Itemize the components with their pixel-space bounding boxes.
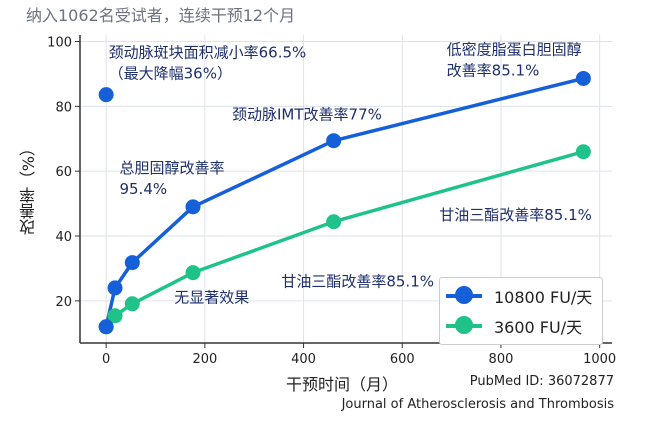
data-point xyxy=(107,308,123,324)
annotation-line: 颈动脉斑块面积减小率66.5% xyxy=(109,44,307,62)
data-point xyxy=(124,255,140,271)
legend-swatch-green xyxy=(446,316,482,336)
data-point xyxy=(575,144,591,160)
legend-label: 3600 FU/天 xyxy=(494,318,583,337)
annotation: 无显著效果 xyxy=(174,288,249,306)
x-tick-label: 800 xyxy=(489,352,514,367)
journal-name: Journal of Atherosclerosis and Thrombosi… xyxy=(341,397,614,412)
data-point xyxy=(124,296,140,312)
annotation-line: 甘油三酯改善率85.1% xyxy=(439,206,592,224)
x-tick-label: 600 xyxy=(390,352,415,367)
data-point xyxy=(185,199,201,215)
annotation-line: 无显著效果 xyxy=(174,288,249,306)
x-tick-label: 400 xyxy=(291,352,316,367)
annotation: 甘油三酯改善率85.1% xyxy=(281,272,434,290)
y-tick-label: 20 xyxy=(55,295,72,310)
data-point xyxy=(575,70,591,86)
x-tick-label: 0 xyxy=(102,352,110,367)
legend-label: 10800 FU/天 xyxy=(494,288,593,307)
legend: 10800 FU/天 3600 FU/天 xyxy=(439,277,603,345)
y-axis-label: 改善率（%） xyxy=(18,140,38,239)
annotation-line: 低密度脂蛋白胆固醇 xyxy=(447,40,582,58)
y-axis-label-text: 改善率（%） xyxy=(18,140,38,236)
chart-subtitle: 纳入1062名受试者，连续干预12个月 xyxy=(26,6,296,25)
annotation: 总胆固醇改善率 95.4% xyxy=(119,159,224,198)
legend-item-3600: 3600 FU/天 xyxy=(446,313,582,339)
data-point xyxy=(107,280,123,296)
annotation: 颈动脉IMT改善率77% xyxy=(232,105,382,123)
annotation-line: 甘油三酯改善率85.1% xyxy=(281,272,434,290)
x-tick-label: 1000 xyxy=(583,352,616,367)
data-point xyxy=(98,319,114,335)
x-axis-label: 干预时间（月） xyxy=(286,375,399,394)
pubmed-id: PubMed ID: 36072877 xyxy=(469,374,614,389)
annotation-line: 95.4% xyxy=(119,180,167,198)
data-point xyxy=(98,87,114,103)
data-point xyxy=(185,265,201,281)
annotation-line: （最大降幅36%） xyxy=(109,65,232,83)
annotation-line: 颈动脉IMT改善率77% xyxy=(232,105,382,123)
annotation-line: 改善率85.1% xyxy=(447,61,540,79)
y-tick-label: 40 xyxy=(55,230,72,245)
y-tick-label: 100 xyxy=(47,35,72,50)
x-tick-label: 200 xyxy=(192,352,217,367)
annotation: 甘油三酯改善率85.1% xyxy=(439,206,592,224)
legend-item-10800: 10800 FU/天 xyxy=(446,283,592,309)
data-point xyxy=(326,214,342,230)
annotation: 低密度脂蛋白胆固醇改善率85.1% xyxy=(447,40,582,79)
y-tick-label: 80 xyxy=(55,100,72,115)
annotation-line: 总胆固醇改善率 xyxy=(119,159,224,177)
y-tick-label: 60 xyxy=(55,165,72,180)
legend-swatch-blue xyxy=(446,286,482,306)
annotation: 颈动脉斑块面积减小率66.5% （最大降幅36%） xyxy=(109,44,307,83)
data-point xyxy=(326,133,342,149)
